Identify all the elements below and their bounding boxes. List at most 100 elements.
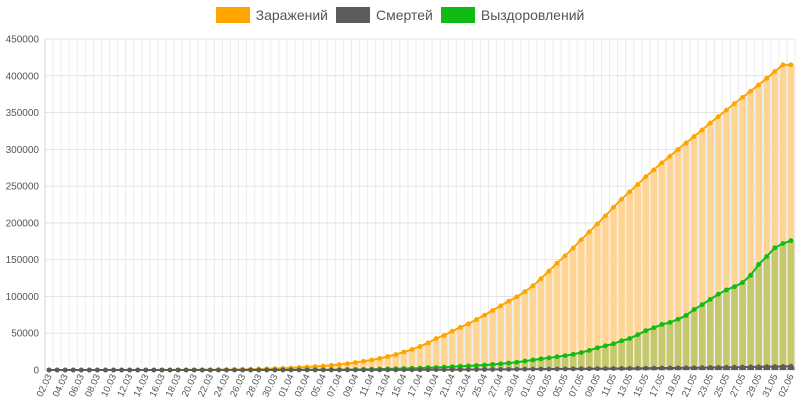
point-deaths [586, 366, 592, 372]
point-deaths [651, 365, 657, 371]
y-tick-label: 350000 [6, 108, 40, 119]
point-recoveries [522, 358, 528, 364]
bar-recoveries [763, 256, 771, 370]
point-deaths [151, 367, 157, 373]
bar-recoveries [618, 340, 625, 370]
bar-infections [448, 331, 456, 370]
bar-recoveries [731, 286, 738, 370]
point-deaths [748, 364, 754, 370]
point-recoveries [732, 284, 737, 290]
point-deaths [595, 366, 600, 372]
point-deaths [441, 367, 447, 373]
point-recoveries [699, 302, 705, 308]
bar-recoveries [755, 264, 763, 370]
bar-infections [618, 199, 625, 370]
point-recoveries [764, 254, 770, 259]
point-deaths [401, 367, 407, 373]
point-infections [441, 332, 447, 338]
bar-infections [602, 215, 609, 370]
point-deaths [199, 367, 205, 373]
bar-recoveries [529, 359, 537, 370]
point-recoveries [627, 336, 633, 341]
point-infections [393, 352, 399, 357]
point-recoveries [570, 351, 576, 357]
point-deaths [232, 367, 237, 373]
legend-item-infections[interactable]: Заражений [215, 7, 328, 23]
point-infections [409, 347, 415, 352]
point-deaths [643, 365, 649, 371]
point-infections [353, 360, 358, 365]
legend-swatch-deaths [335, 7, 370, 23]
point-infections [764, 75, 770, 81]
point-deaths [86, 367, 92, 373]
point-deaths [522, 366, 528, 372]
point-deaths [570, 366, 576, 372]
point-deaths [135, 367, 141, 373]
bar-infections [715, 116, 722, 371]
point-deaths [482, 367, 487, 372]
bar-infections [408, 349, 416, 370]
point-deaths [425, 367, 431, 373]
point-deaths [143, 367, 149, 373]
point-recoveries [691, 307, 697, 312]
point-deaths [707, 365, 713, 370]
point-deaths [691, 365, 697, 371]
bar-recoveries [771, 247, 779, 370]
point-deaths [449, 367, 455, 373]
y-tick-label: 50000 [11, 329, 39, 340]
point-infections [562, 253, 568, 259]
point-recoveries [659, 322, 665, 327]
point-deaths [159, 367, 165, 373]
point-infections [780, 62, 786, 68]
point-infections [699, 127, 705, 133]
point-infections [627, 189, 633, 195]
point-deaths [667, 365, 673, 371]
point-infections [611, 204, 616, 210]
bar-infections [642, 176, 650, 370]
bar-recoveries [553, 356, 561, 370]
point-deaths [627, 365, 633, 371]
point-infections [482, 312, 487, 318]
point-infections [740, 94, 745, 100]
point-deaths [611, 366, 616, 371]
bar-infections [577, 239, 585, 370]
y-tick-label: 250000 [6, 182, 40, 193]
point-infections [490, 308, 495, 313]
point-deaths [175, 367, 181, 373]
bar-infections [787, 64, 795, 371]
point-deaths [328, 367, 334, 373]
point-deaths [296, 367, 302, 373]
point-deaths [732, 364, 737, 370]
y-tick-label: 0 [33, 366, 39, 377]
point-recoveries [474, 363, 479, 368]
point-infections [530, 283, 536, 289]
point-deaths [320, 367, 326, 373]
point-deaths [224, 367, 229, 373]
legend-item-recoveries[interactable]: Выздоровлений [440, 7, 584, 23]
bar-recoveries [787, 240, 795, 370]
point-infections [369, 357, 375, 363]
point-infections [756, 82, 762, 88]
point-deaths [103, 367, 108, 373]
point-infections [361, 358, 366, 364]
point-recoveries [578, 350, 584, 355]
bar-infections [666, 156, 674, 370]
point-infections [377, 356, 383, 361]
legend-swatch-recoveries [440, 7, 475, 23]
point-infections [433, 336, 439, 341]
point-recoveries [707, 296, 713, 302]
point-deaths [433, 367, 439, 373]
point-recoveries [756, 261, 762, 267]
point-deaths [659, 365, 665, 371]
point-deaths [772, 364, 778, 369]
point-infections [498, 303, 504, 309]
point-recoveries [724, 287, 729, 293]
bar-infections [432, 338, 440, 370]
point-recoveries [780, 241, 786, 246]
bar-infections [529, 285, 537, 370]
point-deaths [393, 367, 399, 373]
legend-item-deaths[interactable]: Смертей [335, 7, 433, 23]
point-recoveries [554, 354, 560, 360]
bar-infections [569, 247, 577, 370]
